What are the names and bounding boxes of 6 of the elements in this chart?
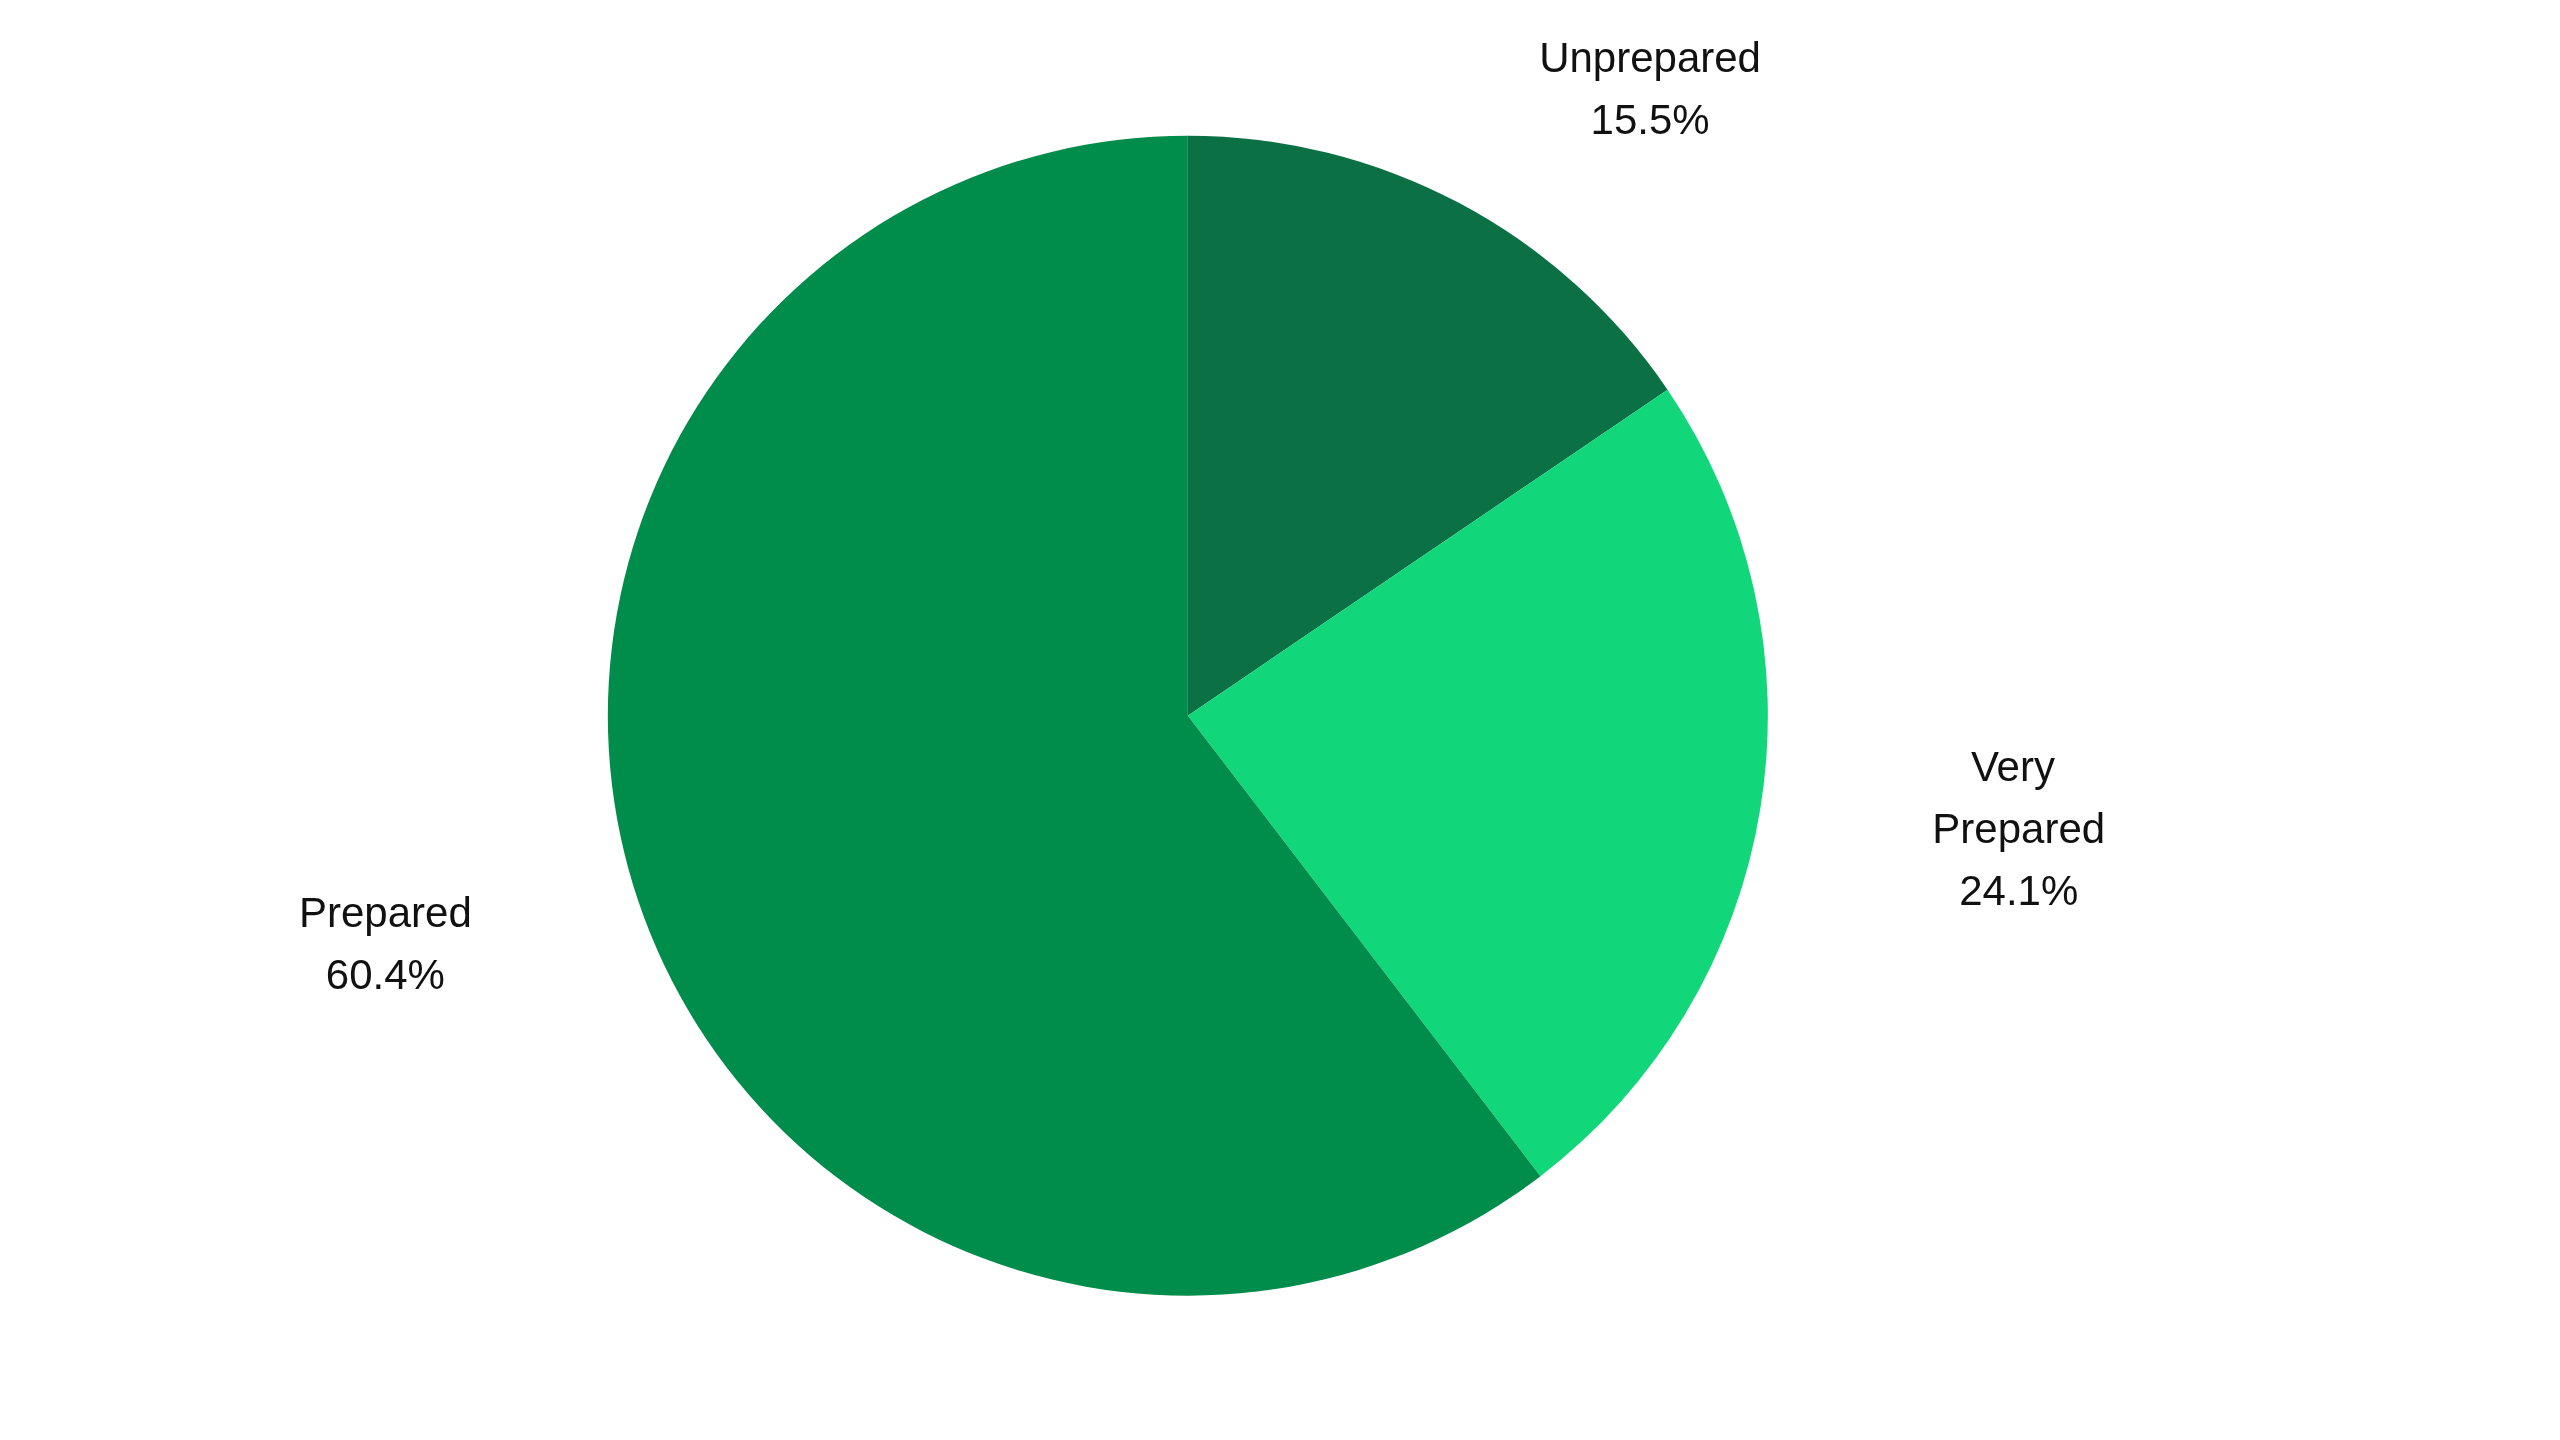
slice-label: Prepared [299, 889, 472, 937]
slice-label: Very Prepared [1932, 743, 2106, 853]
data-label: 24.1% [1959, 867, 2079, 915]
data-label: 60.4% [325, 951, 445, 999]
slice-label: Unprepared [1539, 33, 1761, 81]
data-label: 15.5% [1590, 95, 1710, 143]
